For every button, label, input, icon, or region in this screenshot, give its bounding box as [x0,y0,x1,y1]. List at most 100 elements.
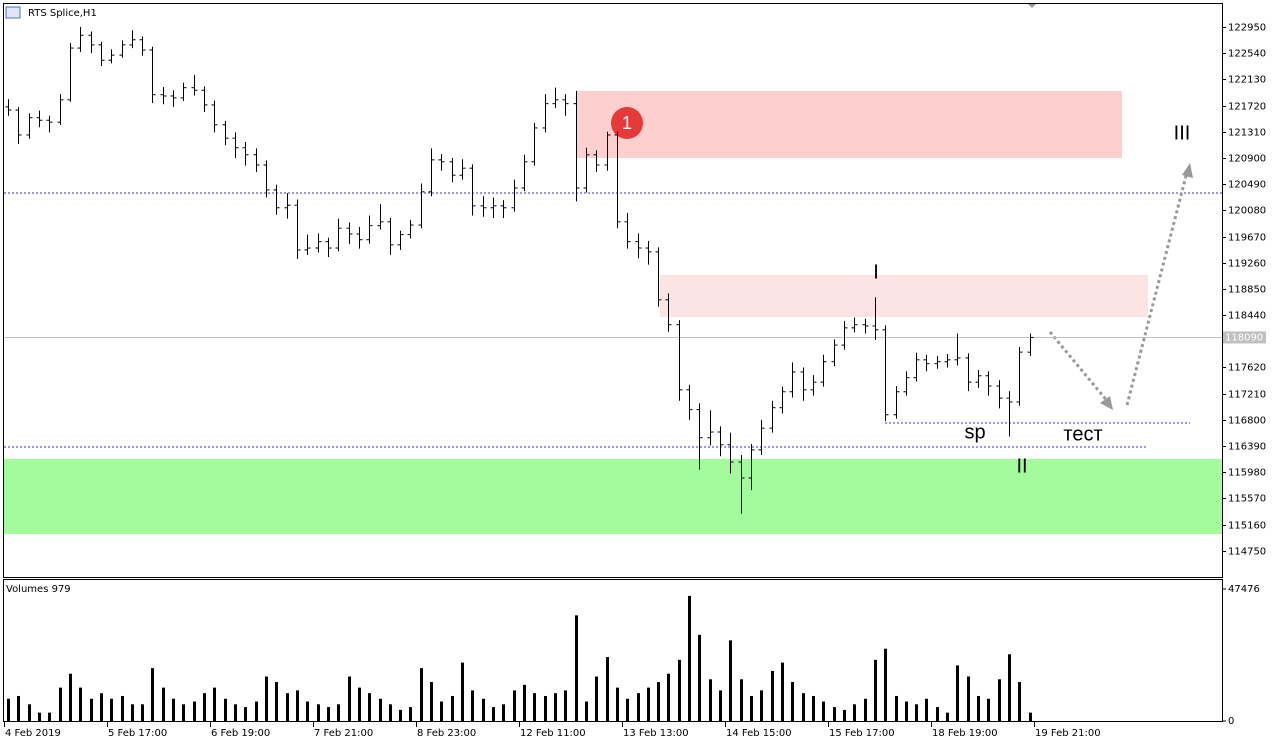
volume-bar [575,615,578,721]
y-tick-label: 120900 [1228,154,1266,165]
badge-label: 1 [622,113,632,133]
volume-bar [213,687,216,721]
arrow-head [1182,163,1193,178]
volume-bar [853,704,856,721]
volume-bar [440,701,443,721]
volume-bar [348,676,351,721]
volume-bar [812,695,815,721]
volume-bar [69,673,72,721]
volume-bar [667,673,670,721]
volume-bar [822,701,825,721]
annotation: sp [964,421,985,443]
volume-bar [564,690,567,721]
x-tick-label: 15 Feb 17:00 [829,728,895,739]
volume-bar [368,693,371,721]
volume-bar [121,695,124,721]
y-tick-label: 122540 [1228,49,1266,60]
volume-bar [998,679,1001,721]
volume-bar [131,704,134,721]
volume-bar [585,701,588,721]
volume-bar [905,701,908,721]
volume-bar [203,693,206,721]
x-tick-label: 14 Feb 15:00 [726,728,792,739]
volume-pane [3,579,1223,722]
volume-bar [482,698,485,721]
volume-bar [513,690,516,721]
volume-bar [791,682,794,721]
volume-bar [90,698,93,721]
volume-bar [337,704,340,721]
y-tick-label: 117620 [1228,363,1266,374]
y-tick-label: 118850 [1228,285,1266,296]
volume-bar [286,693,289,721]
y-tick-label: 116390 [1228,442,1266,453]
volume-bar [28,704,31,721]
volume-bar [182,704,185,721]
volume-bar [678,659,681,721]
volume-bar [420,668,423,721]
y-tick-label: 116800 [1228,416,1266,427]
volume-bar [358,687,361,721]
volume-bar [409,707,412,721]
badge [611,107,643,139]
volume-bar [430,682,433,721]
volume-bar [17,695,20,721]
volume-bar [38,712,41,721]
volume-bar [451,695,454,721]
volume-bar [244,707,247,721]
v-tick-label: 0 [1228,716,1234,727]
volume-bar [379,698,382,721]
volume-bar [987,698,990,721]
volume-bar [956,665,959,721]
volume-bar [151,668,154,721]
x-tick-label: 6 Feb 19:00 [211,728,270,739]
y-tick-label: 118440 [1228,311,1266,322]
volume-bar [915,704,918,721]
price-pane [3,3,1223,578]
volume-bar [7,698,10,721]
volume-bar [306,701,309,721]
chart-icon [5,6,21,19]
scroll-marker [1028,4,1036,8]
y-tick-label: 114750 [1228,547,1266,558]
volume-bar [874,659,877,721]
volume-bar [657,682,660,721]
chart-title: RTS Splice,H1 [28,8,97,19]
volume-bar [802,693,805,721]
volume-bar [265,676,268,721]
volume-bar [895,695,898,721]
y-tick-label: 119670 [1228,233,1266,244]
x-tick-label: 4 Feb 2019 [5,728,61,739]
arrow [1125,171,1189,406]
volume-bar [719,690,722,721]
volume-bar [296,690,299,721]
volume-bar [234,704,237,721]
volume-bar [59,687,62,721]
volume-bar [255,701,258,721]
wave-label: I [873,261,879,283]
volume-bar [110,698,113,721]
y-tick-label: 121310 [1228,128,1266,139]
volume-bar [523,684,526,721]
y-tick-label: 121720 [1228,102,1266,113]
volume-bar [595,676,598,721]
volume-bar [1029,712,1032,721]
volume-bar [781,662,784,721]
volume-bar [48,712,51,721]
volume-bar [502,704,505,721]
x-tick-label: 13 Feb 13:00 [623,728,689,739]
volume-bar [79,687,82,721]
annotation: тест [1063,423,1102,445]
y-tick-label: 115160 [1228,521,1266,532]
arrow-head [1100,396,1113,410]
x-tick-label: 7 Feb 21:00 [314,728,373,739]
volume-bar [688,595,691,721]
volume-bar [843,709,846,721]
x-tick-label: 18 Feb 19:00 [932,728,998,739]
volume-bar [936,707,939,721]
volume-bar [946,712,949,721]
y-tick-label: 120080 [1228,206,1266,217]
volume-bar [193,701,196,721]
volume-bar [771,670,774,721]
x-tick-label: 12 Feb 11:00 [520,728,586,739]
